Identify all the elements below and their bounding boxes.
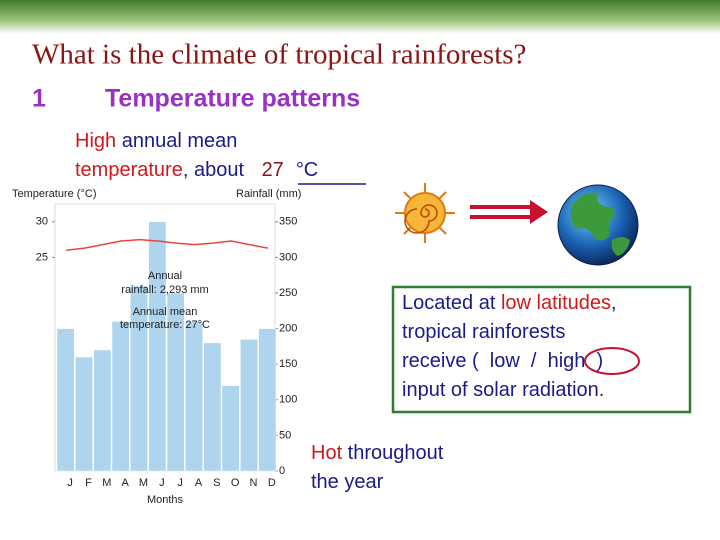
y2-tick-label: 50 (279, 429, 291, 441)
rainfall-bar (111, 321, 130, 472)
globe-icon (557, 184, 639, 266)
highlight: High (75, 130, 116, 152)
text-segment: Hot (311, 442, 343, 464)
point-line: temperature, about 27 °C (75, 159, 318, 181)
y2-tick-label: 250 (279, 287, 297, 299)
y2-tick-label: 350 (279, 216, 297, 228)
x-tick-label: A (195, 477, 203, 489)
rainfall-bar (93, 349, 112, 472)
x-tick-label: J (159, 477, 165, 489)
y2-axis-label: Rainfall (mm) (236, 188, 301, 200)
x-axis-label: Months (147, 494, 184, 506)
text-segment: low latitudes (501, 292, 611, 314)
x-tick-label: J (67, 477, 73, 489)
section-title: Temperature patterns (105, 85, 360, 113)
x-tick-label: S (213, 477, 220, 489)
text: annual mean (116, 130, 237, 152)
y2-tick-label: 0 (279, 465, 285, 477)
sun-icon (395, 183, 455, 243)
temperature-line (66, 238, 268, 252)
answer-circle (584, 347, 640, 375)
text-segment: , (611, 292, 617, 314)
rainfall-bar (203, 342, 222, 472)
arrow (470, 200, 548, 224)
rainfall-bar (130, 285, 148, 472)
x-tick-label: A (121, 477, 129, 489)
text: °C (296, 159, 318, 181)
text-line: Located at low latitudes, (402, 292, 617, 314)
text-line: the year (311, 471, 384, 493)
text-segment: high (548, 350, 586, 372)
x-tick-label: N (250, 477, 258, 489)
annotation: Annual mean (133, 306, 198, 318)
annotation: Annual (148, 270, 182, 282)
text-line: Hot throughout (311, 442, 444, 464)
text-segment: Located at (402, 292, 501, 314)
x-tick-label: D (268, 477, 276, 489)
text-segment: ) (585, 350, 603, 372)
slide-title: What is the climate of tropical rainfore… (32, 39, 526, 71)
x-tick-label: O (231, 477, 240, 489)
highlight: temperature (75, 159, 183, 181)
info-box-text: Located at low latitudes, tropical rainfo… (402, 292, 617, 401)
text-segment: input of solar radiation. (402, 379, 604, 401)
x-tick-label: F (85, 477, 92, 489)
rainfall-bar (240, 339, 258, 472)
y2-tick-label: 100 (279, 394, 297, 406)
text-segment: tropical rainforests (402, 321, 565, 343)
text: , about (183, 159, 250, 181)
y2-tick-label: 300 (279, 251, 297, 263)
y-tick-label: 30 (36, 216, 48, 228)
rainfall-bar (221, 385, 240, 472)
rainfall-bar (75, 356, 93, 472)
text-line: input of solar radiation. (402, 379, 604, 401)
forest-banner (0, 0, 720, 34)
x-tick-label: M (102, 477, 111, 489)
y-tick-label: 25 (36, 251, 48, 263)
x-tick-label: M (139, 477, 148, 489)
text-line: tropical rainforests (402, 321, 565, 343)
point-line: High annual mean (75, 130, 237, 152)
y2-tick-label: 150 (279, 358, 297, 370)
text-line: receive ( low / high ) (402, 350, 603, 372)
rainfall-bar (166, 292, 185, 472)
annotation: temperature: 27°C (120, 319, 210, 331)
text-segment: receive ( low / (402, 350, 548, 372)
info-box (391, 285, 692, 414)
y-axis-label: Temperature (°C) (12, 188, 96, 200)
rainfall-bar (56, 328, 75, 472)
text-segment: throughout (342, 442, 444, 464)
rainfall-bar (258, 328, 277, 472)
hot-text: Hot throughout the year (311, 442, 444, 493)
x-tick-label: J (177, 477, 183, 489)
section-number: 1 (32, 85, 46, 113)
annotation: rainfall: 2,293 mm (121, 284, 208, 296)
rainfall-bar (185, 321, 203, 472)
y2-tick-label: 200 (279, 323, 297, 335)
climate-chart: Temperature (°C) Rainfall (mm)Months25300… (12, 188, 301, 506)
text-segment: the year (311, 471, 384, 493)
blank-answer: 27 (262, 159, 284, 181)
rainfall-bar (148, 221, 167, 472)
